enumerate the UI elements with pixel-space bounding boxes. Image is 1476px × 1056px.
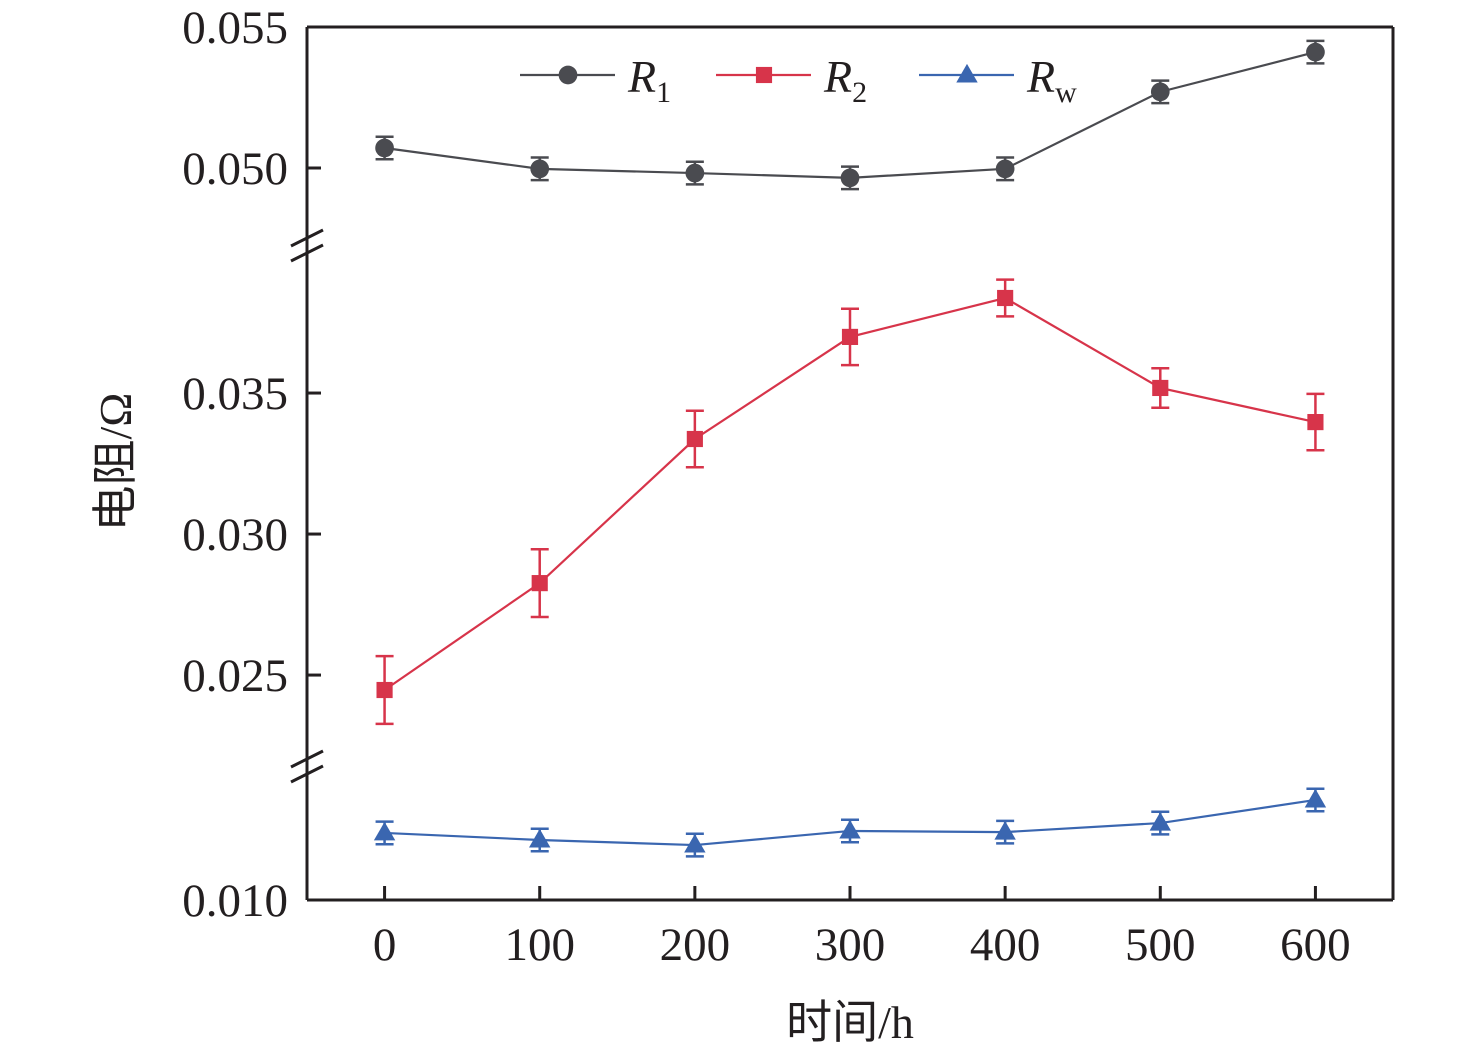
data-point-R1 [685, 163, 705, 183]
axes: 0.055 0.050 0.035 0.030 0.025 0.010 0 100 200 300… [182, 2, 1395, 971]
data-point-R2 [686, 430, 703, 448]
x-tick-label: 300 [815, 919, 886, 971]
data-point-R2 [997, 289, 1014, 307]
data-point-Rw [1304, 788, 1327, 808]
data-point-R2 [841, 328, 859, 345]
legend-marker-R1 [558, 65, 578, 85]
data-point-R2 [1307, 414, 1324, 431]
legend: R1 R2 Rw [520, 51, 1077, 109]
series-Rw [373, 787, 1327, 858]
break-slash [290, 243, 324, 263]
series-R2 [375, 278, 1325, 726]
data-point-R1 [995, 159, 1015, 179]
legend-item-R1: R1 [520, 51, 671, 109]
data-point-Rw [839, 819, 861, 839]
legend-label: R1 [627, 51, 671, 109]
y-tick-label: 0.055 [182, 2, 288, 54]
y-tick-label: 0.025 [182, 650, 288, 702]
y-axis-break-1 [290, 228, 324, 263]
data-point-R2 [376, 681, 393, 699]
y-axis-break-2 [290, 749, 324, 784]
data-point-R2 [531, 575, 548, 592]
data-point-Rw [529, 828, 551, 848]
series-layer [373, 39, 1327, 858]
data-point-Rw [1149, 812, 1171, 831]
break-slash [290, 764, 324, 784]
break-slash [290, 228, 324, 248]
data-point-R1 [840, 168, 860, 188]
data-point-Rw [684, 833, 706, 853]
data-point-R1 [375, 138, 394, 158]
break-slash [290, 749, 324, 769]
y-tick-label: 0.010 [182, 875, 288, 927]
legend-label: Rw [1026, 51, 1077, 109]
data-point-R1 [1306, 42, 1325, 62]
x-tick-label: 100 [504, 919, 575, 971]
legend-marker-R2 [755, 66, 773, 84]
y-tick-label: 0.050 [182, 143, 288, 195]
data-point-R1 [530, 159, 550, 179]
data-point-R2 [1152, 379, 1169, 397]
data-point-Rw [994, 821, 1016, 840]
legend-item-R2: R2 [716, 51, 867, 109]
x-tick-label: 0 [373, 919, 397, 971]
x-axis-title: 时间/h [786, 997, 914, 1048]
y-axis-title: 电阻/Ω [90, 393, 141, 532]
data-point-Rw [373, 821, 396, 841]
legend-item-Rw: Rw [919, 51, 1077, 109]
x-tick-label: 500 [1125, 919, 1196, 971]
y-tick-label: 0.030 [182, 509, 288, 561]
legend-label: R2 [823, 51, 867, 109]
x-tick-label: 200 [660, 919, 731, 971]
legend-marker-Rw [956, 63, 978, 83]
data-point-R1 [1150, 82, 1170, 102]
series-R1 [375, 39, 1325, 191]
x-tick-label: 400 [970, 919, 1041, 971]
x-tick-label: 600 [1280, 919, 1351, 971]
y-tick-label: 0.035 [182, 368, 288, 420]
